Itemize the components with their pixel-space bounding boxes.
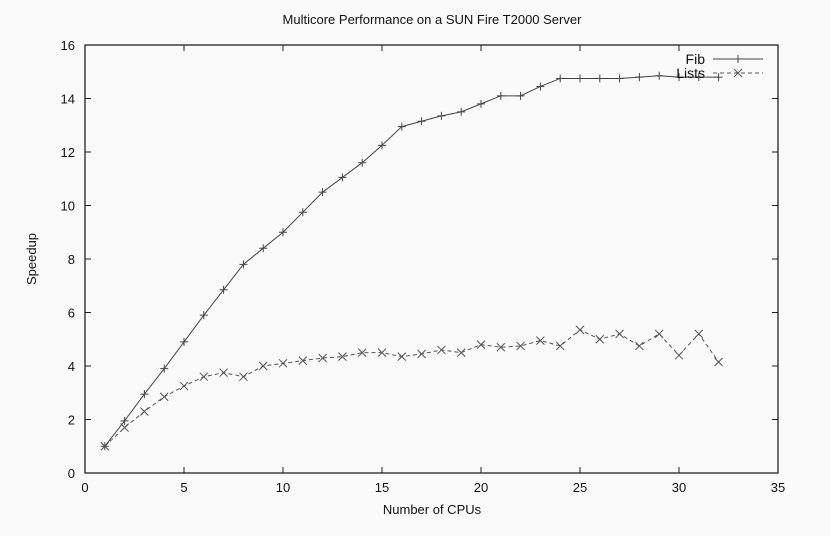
plot-frame xyxy=(84,44,779,474)
point-fib xyxy=(160,364,169,373)
point-lists xyxy=(635,341,644,351)
legend-marker-fib xyxy=(734,55,742,63)
point-lists xyxy=(476,340,486,349)
y-tick-label: 2 xyxy=(68,413,75,428)
chart-title: Multicore Performance on a SUN Fire T200… xyxy=(283,12,583,27)
y-tick-label: 12 xyxy=(61,145,75,160)
y-tick-label: 4 xyxy=(68,359,75,374)
point-fib xyxy=(675,73,683,82)
point-lists xyxy=(298,356,308,366)
series-lists xyxy=(100,325,723,451)
point-fib xyxy=(556,74,565,83)
y-tick-label: 16 xyxy=(61,38,75,53)
point-lists xyxy=(377,348,387,357)
point-fib xyxy=(516,91,525,100)
point-lists xyxy=(496,342,506,352)
point-lists xyxy=(555,341,565,351)
point-lists xyxy=(397,352,407,361)
point-lists xyxy=(199,372,209,382)
point-lists xyxy=(179,381,189,391)
point-lists xyxy=(654,329,664,339)
point-lists xyxy=(219,368,228,378)
point-fib xyxy=(219,285,228,294)
point-lists xyxy=(437,345,446,355)
x-tick-label: 5 xyxy=(180,480,187,495)
point-fib xyxy=(694,73,703,82)
line-fib xyxy=(104,75,719,447)
point-fib xyxy=(714,73,723,82)
legend-label-fib: Fib xyxy=(686,51,706,67)
x-tick-label: 25 xyxy=(573,480,587,495)
point-fib xyxy=(496,91,505,100)
x-tick-label: 30 xyxy=(672,480,686,495)
series-fib xyxy=(100,71,723,451)
point-fib xyxy=(180,337,188,346)
point-fib xyxy=(477,99,485,108)
point-lists xyxy=(516,341,525,351)
point-fib xyxy=(457,107,466,116)
point-fib xyxy=(298,208,307,217)
point-fib xyxy=(279,228,287,237)
legend-marker-lists xyxy=(733,68,743,78)
point-lists xyxy=(536,336,545,345)
x-tick-label: 35 xyxy=(771,480,785,495)
y-tick-label: 14 xyxy=(61,92,75,107)
y-tick-label: 10 xyxy=(61,199,75,214)
point-lists xyxy=(120,423,129,432)
y-tick-label: 8 xyxy=(68,252,75,267)
point-fib xyxy=(259,244,268,253)
point-lists xyxy=(278,358,288,368)
point-fib xyxy=(635,73,644,82)
point-fib xyxy=(358,158,367,167)
point-lists xyxy=(140,407,149,416)
x-tick-label: 15 xyxy=(375,480,389,495)
point-fib xyxy=(615,74,624,83)
point-fib xyxy=(417,117,426,126)
x-tick-label: 0 xyxy=(81,480,88,495)
x-axis-label: Number of CPUs xyxy=(383,502,482,517)
point-lists xyxy=(417,349,426,359)
point-lists xyxy=(100,441,110,451)
point-fib xyxy=(120,416,129,425)
point-fib xyxy=(199,311,208,320)
point-fib xyxy=(140,390,149,399)
point-fib xyxy=(397,122,406,131)
point-lists xyxy=(694,329,704,339)
point-lists xyxy=(318,353,327,363)
legend-label-lists: Lists xyxy=(676,65,705,81)
point-fib xyxy=(318,188,327,197)
point-fib xyxy=(378,141,386,150)
point-fib xyxy=(338,173,347,182)
point-lists xyxy=(258,361,268,371)
legend: Fib Lists xyxy=(676,51,763,81)
point-lists xyxy=(595,334,605,344)
point-fib xyxy=(437,111,446,120)
point-fib xyxy=(655,71,664,80)
line-lists xyxy=(104,329,720,447)
point-lists xyxy=(575,325,585,335)
point-lists xyxy=(615,329,624,339)
point-lists xyxy=(239,372,248,382)
point-lists xyxy=(674,350,684,360)
x-tick-label: 20 xyxy=(474,480,488,495)
point-lists xyxy=(159,392,169,402)
y-axis-label: Speedup xyxy=(24,233,39,285)
point-lists xyxy=(338,352,347,361)
point-fib xyxy=(239,260,248,269)
point-lists xyxy=(456,348,466,357)
y-tick-label: 6 xyxy=(68,306,75,321)
point-lists xyxy=(714,357,723,367)
x-tick-label: 10 xyxy=(276,480,290,495)
point-fib xyxy=(576,74,584,83)
point-lists xyxy=(357,348,367,357)
point-fib xyxy=(536,82,545,91)
point-fib xyxy=(595,74,604,83)
y-tick-label: 0 xyxy=(68,466,75,481)
